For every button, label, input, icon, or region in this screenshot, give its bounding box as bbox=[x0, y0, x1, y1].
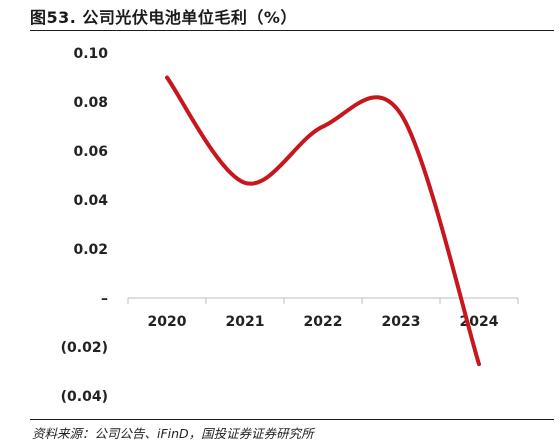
y-tick-label: 0.02 bbox=[73, 242, 108, 258]
x-tick-label: 2023 bbox=[382, 314, 421, 330]
y-tick-label: (0.02) bbox=[61, 340, 108, 356]
y-tick-label: 0.08 bbox=[73, 95, 108, 111]
series-lines bbox=[165, 75, 481, 367]
chart-title: 图53. 公司光伏电池单位毛利（%） bbox=[30, 8, 297, 27]
x-axis-ticks: 2020 2021 2022 2023 2024 bbox=[148, 314, 499, 330]
x-tick-label: 2021 bbox=[226, 314, 265, 330]
y-tick-label: – bbox=[101, 291, 108, 307]
source-rule bbox=[30, 419, 554, 420]
y-axis-ticks: (0.04) (0.02) – 0.02 0.04 0.06 0.08 0.10 bbox=[61, 46, 109, 405]
y-tick-label: 0.06 bbox=[73, 144, 108, 160]
y-tick-label: 0.10 bbox=[73, 46, 108, 62]
y-tick-label: 0.04 bbox=[73, 193, 108, 209]
title-rule bbox=[30, 30, 554, 31]
series-line bbox=[165, 75, 481, 367]
x-tick-label: 2020 bbox=[148, 314, 187, 330]
x-axis bbox=[127, 297, 519, 304]
x-tick-label: 2022 bbox=[304, 314, 343, 330]
source-note: 资料来源：公司公告、iFinD，国投证券证券研究所 bbox=[32, 426, 314, 441]
y-tick-label: (0.04) bbox=[61, 389, 108, 405]
